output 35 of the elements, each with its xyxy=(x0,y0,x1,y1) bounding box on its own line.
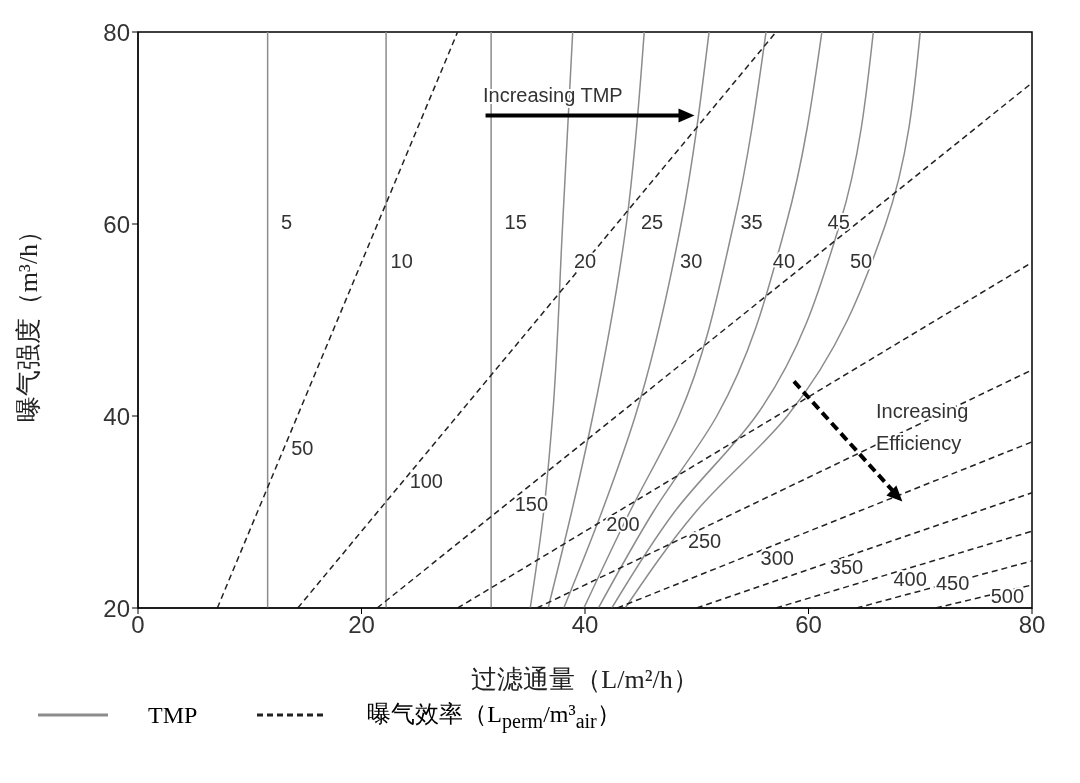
x-tick-label: 60 xyxy=(795,611,822,639)
y-tick-label: 40 xyxy=(103,402,130,430)
annotation: 20 xyxy=(573,250,597,273)
annotation: 35 xyxy=(740,211,763,234)
legend-label: 曝气效率（L$_{perm}$/m³$_{air}$） xyxy=(367,700,621,733)
annotation: 50 xyxy=(291,436,314,459)
annotation: 300 xyxy=(760,547,794,570)
legend-label: TMP xyxy=(148,701,198,729)
y-axis-title: 曝气强度（m³/h） xyxy=(14,217,44,423)
x-tick-label: 40 xyxy=(571,611,599,639)
y-tick-label: 20 xyxy=(103,594,130,622)
annotation: 15 xyxy=(504,211,527,234)
annotation: 25 xyxy=(640,211,664,234)
y-tick-label: 80 xyxy=(103,18,130,46)
annotation: 40 xyxy=(772,250,796,273)
annotation: 450 xyxy=(935,572,970,595)
annotation: 200 xyxy=(606,512,640,535)
annotation: 150 xyxy=(514,493,549,516)
annotation: 5 xyxy=(281,211,293,234)
annotation: 45 xyxy=(827,211,850,234)
annotation: 500 xyxy=(990,585,1025,608)
annotation: 350 xyxy=(829,555,864,578)
x-tick-label: 80 xyxy=(1018,611,1046,639)
annotation: Increasing TMP xyxy=(483,83,623,106)
annotation: 100 xyxy=(409,470,443,493)
annotation: 250 xyxy=(687,529,722,552)
x-tick-label: 0 xyxy=(131,611,145,639)
x-tick-label: 20 xyxy=(348,611,375,639)
annotation: 30 xyxy=(680,250,703,273)
annotation: 400 xyxy=(893,568,927,591)
annotation: 50 xyxy=(849,250,873,273)
annotation: Increasing Efficiency xyxy=(876,400,969,454)
annotation: 10 xyxy=(390,250,413,273)
y-tick-label: 60 xyxy=(103,210,130,238)
x-axis-title: 过滤通量（L/m²/h） xyxy=(471,665,699,694)
